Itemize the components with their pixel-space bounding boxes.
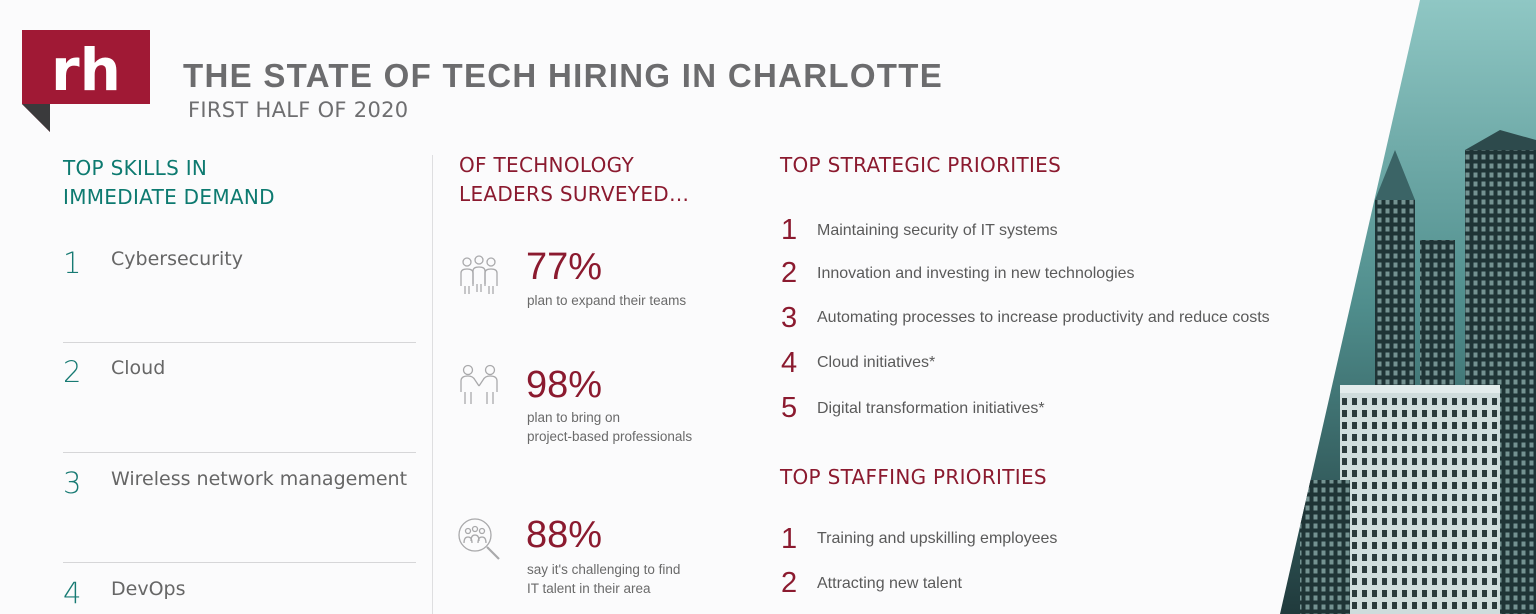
logo-text: rh [51, 36, 121, 104]
skill-divider [63, 452, 416, 453]
priority-label: Maintaining security of IT systems [817, 222, 1058, 239]
priority-number: 1 [781, 523, 798, 555]
priority-label: Digital transformation initiatives* [817, 400, 1045, 417]
strategic-heading: TOP STRATEGIC PRIORITIES [780, 153, 1062, 177]
survey-heading-line2: LEADERS SURVEYED… [459, 182, 690, 206]
staffing-heading: TOP STAFFING PRIORITIES [780, 465, 1047, 489]
stat-description-line: project-based professionals [527, 429, 693, 444]
page-title: THE STATE OF TECH HIRING IN CHARLOTTE [183, 57, 944, 94]
city-skyline-image [1280, 0, 1536, 614]
survey-heading-line1: OF TECHNOLOGY [459, 153, 634, 177]
priority-label: Attracting new talent [817, 575, 962, 592]
stat-description-line: IT talent in their area [527, 581, 651, 596]
skill-divider [63, 562, 416, 563]
priority-number: 3 [781, 302, 798, 334]
stat-value: 77% [526, 246, 603, 288]
priority-number: 4 [781, 347, 798, 379]
priority-number: 5 [781, 392, 798, 424]
priority-label: Automating processes to increase product… [817, 309, 1270, 326]
stat-value: 98% [526, 364, 603, 406]
handshake-people-icon [460, 364, 498, 404]
survey-heading: OF TECHNOLOGY LEADERS SURVEYED… [459, 151, 689, 209]
skill-number: 1 [63, 246, 82, 280]
search-people-icon [458, 518, 500, 560]
stat-description: say it's challenging to find IT talent i… [527, 560, 680, 598]
priority-label: Training and upskilling employees [817, 530, 1058, 547]
stat-description-line: say it's challenging to find [527, 562, 681, 577]
stat-description: plan to bring on project-based professio… [527, 408, 692, 446]
skill-label: DevOps [111, 578, 186, 600]
skills-heading-line2: IMMEDIATE DEMAND [63, 185, 275, 209]
priority-label: Cloud initiatives* [817, 354, 936, 371]
stat-description: plan to expand their teams [527, 291, 686, 310]
skill-number: 2 [63, 355, 82, 389]
skills-heading: TOP SKILLS IN IMMEDIATE DEMAND [63, 154, 275, 212]
rh-logo: rh [22, 30, 150, 132]
skill-number: 3 [63, 466, 82, 500]
skill-number: 4 [63, 576, 82, 610]
skill-label: Cloud [111, 357, 166, 379]
stat-description-line: plan to bring on [527, 410, 621, 425]
priority-label: Innovation and investing in new technolo… [817, 265, 1135, 282]
skills-heading-line1: TOP SKILLS IN [63, 156, 208, 180]
skill-label: Wireless network management [111, 468, 408, 490]
team-group-icon [460, 255, 498, 294]
priority-number: 2 [781, 567, 798, 599]
priority-number: 1 [781, 214, 798, 246]
page-subtitle: FIRST HALF OF 2020 [188, 98, 409, 122]
stat-description-line: plan to expand their teams [527, 293, 687, 308]
stat-value: 88% [526, 514, 603, 556]
skill-divider [63, 342, 416, 343]
column-divider [432, 155, 433, 614]
skill-label: Cybersecurity [111, 248, 243, 270]
priority-number: 2 [781, 257, 798, 289]
